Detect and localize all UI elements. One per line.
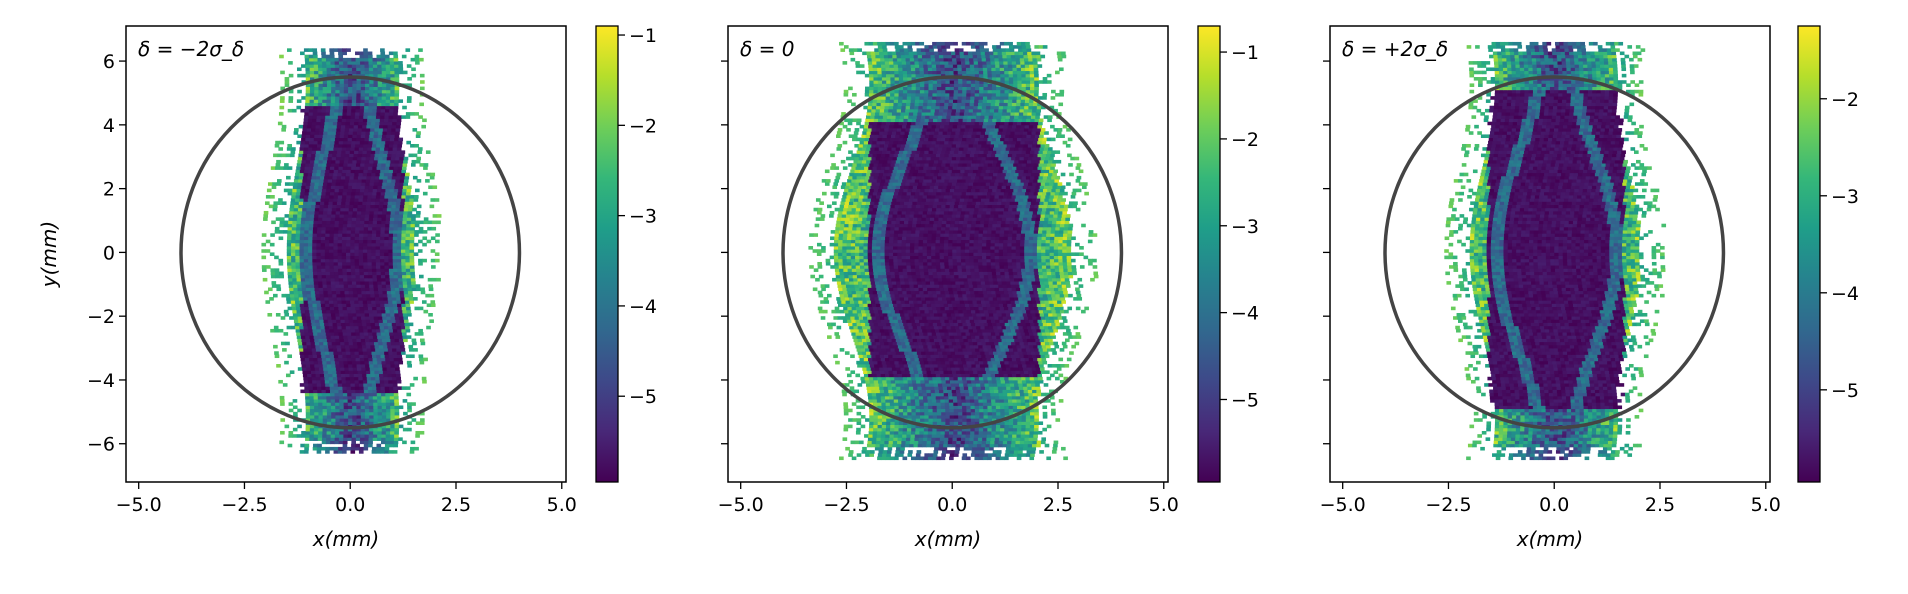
colorbar-tick-label: −2 — [1231, 129, 1259, 151]
colorbar-tick-label: −3 — [629, 206, 657, 228]
x-tick-label: 5.0 — [547, 494, 577, 516]
x-tick-label: 2.5 — [1645, 494, 1675, 516]
y-tick-label: 2 — [103, 179, 115, 201]
axes-frame — [125, 25, 567, 483]
x-tick-label: 2.5 — [441, 494, 471, 516]
colorbar-tick-label: −4 — [1231, 303, 1259, 325]
colorbar-tick-label: −3 — [1231, 216, 1259, 238]
x-tick-label: 0.0 — [335, 494, 365, 516]
y-tick-label: 0 — [103, 242, 115, 264]
panel-2: −5.0 −2.5 0.0 2.5 5.0 x(mm) δ = 0 −1 −2 −3 −4 −5 — [718, 25, 1259, 551]
colorbar-tick-label: −1 — [629, 25, 657, 47]
heatmap — [261, 48, 442, 454]
colorbar-tick-label: −1 — [1231, 42, 1259, 64]
axes-frame — [727, 25, 1169, 483]
y-tick-label: 4 — [103, 115, 115, 137]
x-axis-label: x(mm) — [312, 527, 379, 551]
colorbar-tick-label: −4 — [1831, 283, 1859, 305]
colorbar-tick-label: −5 — [629, 386, 657, 408]
x-tick-label: −5.0 — [1320, 494, 1366, 516]
x-tick-label: −2.5 — [221, 494, 267, 516]
x-tick-label: −2.5 — [1425, 494, 1471, 516]
y-axis-label: y(mm) — [37, 221, 61, 288]
x-tick-label: 0.0 — [1539, 494, 1569, 516]
delta-annotation: δ = +2σ_δ — [1342, 37, 1448, 61]
y-tick-label: −6 — [87, 434, 115, 456]
panel-3: −5.0 −2.5 0.0 2.5 5.0 x(mm) δ = +2σ_δ −2 −3 −4 −5 — [1320, 25, 1859, 551]
panel-1: −5.0 −2.5 0.0 2.5 5.0 6 4 2 0 −2 −4 −6 x(mm) y(mm) δ =… — [37, 25, 657, 551]
x-tick-label: 0.0 — [937, 494, 967, 516]
aperture-circle — [781, 75, 1124, 430]
x-axis-label: x(mm) — [1516, 527, 1583, 551]
x-tick-label: −5.0 — [718, 494, 764, 516]
colorbar — [1197, 25, 1221, 483]
x-tick-label: −5.0 — [116, 494, 162, 516]
colorbar-tick-label: −3 — [1831, 186, 1859, 208]
axes-frame — [1329, 25, 1771, 483]
colorbar-tick-label: −2 — [1831, 89, 1859, 111]
colorbar — [1797, 25, 1821, 483]
x-axis-label: x(mm) — [914, 527, 981, 551]
colorbar-tick-label: −2 — [629, 115, 657, 137]
x-tick-label: 5.0 — [1751, 494, 1781, 516]
x-tick-label: −2.5 — [823, 494, 869, 516]
colorbar-tick-label: −4 — [629, 296, 657, 318]
x-tick-label: 2.5 — [1043, 494, 1073, 516]
colorbar — [595, 25, 619, 483]
y-tick-label: −2 — [87, 306, 115, 328]
y-tick-label: −4 — [87, 370, 115, 392]
heatmap — [1444, 41, 1667, 461]
delta-annotation: δ = −2σ_δ — [138, 37, 244, 61]
x-tick-label: 5.0 — [1149, 494, 1179, 516]
aperture-circle — [1383, 75, 1726, 430]
delta-annotation: δ = 0 — [740, 37, 794, 61]
aperture-circle — [179, 75, 522, 430]
y-tick-label: 6 — [103, 51, 115, 73]
heatmap — [808, 41, 1099, 461]
colorbar-tick-label: −5 — [1831, 380, 1859, 402]
colorbar-tick-label: −5 — [1231, 389, 1259, 411]
